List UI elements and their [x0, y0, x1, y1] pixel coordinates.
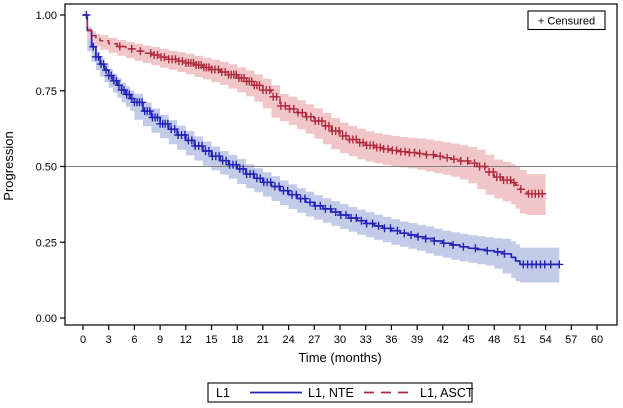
y-tick-label: 1.00 [36, 10, 57, 22]
x-tick-label: 42 [437, 334, 449, 346]
x-tick-label: 45 [462, 334, 474, 346]
x-tick-label: 0 [80, 334, 86, 346]
y-axis-title: Progression [1, 131, 16, 200]
x-tick-label: 51 [514, 334, 526, 346]
y-tick-label: 0.25 [36, 237, 57, 249]
axis-ticks: 0 3 6 9 12 15 18 21 24 27 30 33 36 39 42 45 48 51 54 57 600.… [36, 10, 604, 346]
legend-label-asct: L1, ASCT [420, 386, 474, 400]
censor-marks [82, 11, 564, 269]
x-tick-label: 21 [257, 334, 269, 346]
x-axis-title: Time (months) [298, 350, 381, 365]
censor-marks-0 [82, 11, 564, 269]
x-tick-label: 18 [231, 334, 243, 346]
x-tick-label: 48 [488, 334, 500, 346]
x-tick-label: 30 [334, 334, 346, 346]
x-tick-label: 15 [205, 334, 217, 346]
y-tick-label: 0.50 [36, 162, 57, 174]
x-tick-label: 36 [385, 334, 397, 346]
confidence-bands [87, 26, 560, 283]
legend-label-nte: L1, NTE [308, 386, 354, 400]
x-tick-label: 24 [282, 334, 294, 346]
x-tick-label: 9 [157, 334, 163, 346]
censor-marks-1 [115, 42, 547, 198]
censored-legend-box: + Censured [527, 10, 606, 31]
x-tick-label: 33 [360, 334, 372, 346]
y-tick-label: 0.00 [36, 313, 57, 325]
x-tick-label: 39 [411, 334, 423, 346]
x-tick-label: 12 [180, 334, 192, 346]
x-tick-label: 27 [308, 334, 320, 346]
x-tick-label: 3 [106, 334, 112, 346]
x-tick-label: 54 [539, 334, 551, 346]
legend-group-label: L1 [216, 386, 230, 400]
censored-box-border [527, 10, 606, 31]
x-tick-label: 57 [565, 334, 577, 346]
legend-border [207, 382, 473, 403]
y-tick-label: 0.75 [36, 86, 57, 98]
plot-frame [64, 3, 618, 326]
series-legend: L1 L1, NTE L1, ASCT [207, 382, 474, 403]
x-tick-label: 6 [131, 334, 137, 346]
x-tick-label: 60 [591, 334, 603, 346]
censored-label: + Censured [538, 16, 595, 28]
